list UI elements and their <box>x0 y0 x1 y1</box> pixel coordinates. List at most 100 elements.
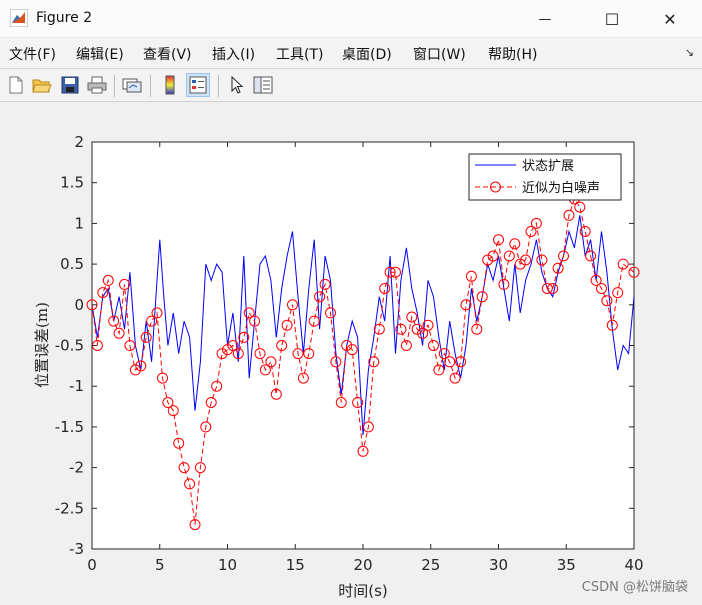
series-2-marker <box>362 421 374 433</box>
y-tick-label: -1.5 <box>55 418 84 436</box>
edit-plot-icon <box>231 76 244 94</box>
series-2-marker <box>460 299 472 311</box>
series-2-marker <box>341 340 353 351</box>
series-2-marker <box>303 348 315 360</box>
menu-desktop[interactable]: 桌面(D) <box>342 47 392 63</box>
insert-legend-icon <box>189 76 207 94</box>
series-2-marker <box>541 283 553 294</box>
y-tick-label: 1 <box>74 214 84 232</box>
window-title: Figure 2 <box>36 10 93 26</box>
menu-bar: 文件(F) 编辑(E) 查看(V) 插入(I) 工具(T) 桌面(D) 窗口(W… <box>0 38 702 68</box>
maximize-button[interactable]: ☐ <box>589 0 635 38</box>
y-tick-label: 0.5 <box>60 255 84 273</box>
link-plot-icon <box>122 78 142 93</box>
edit-plot-button[interactable] <box>225 73 249 97</box>
series-2-marker <box>422 319 434 331</box>
series-2-marker <box>292 348 304 360</box>
menu-insert[interactable]: 插入(I) <box>212 47 256 63</box>
series-2-marker <box>384 266 396 278</box>
series-2-marker <box>558 250 569 262</box>
series-2-marker <box>552 262 564 274</box>
print-button[interactable] <box>85 73 109 97</box>
insert-legend-button[interactable] <box>186 73 210 97</box>
x-tick-label: 25 <box>421 556 440 574</box>
series-2-marker <box>498 278 510 290</box>
axes-box <box>91 141 635 550</box>
menu-view[interactable]: 查看(V) <box>143 47 192 63</box>
link-plot-button[interactable] <box>120 73 144 97</box>
series-2-marker <box>108 315 120 327</box>
series-2-marker <box>314 291 326 303</box>
save-button[interactable] <box>58 73 82 97</box>
open-file-button[interactable] <box>30 73 54 97</box>
series-2-marker <box>346 344 358 356</box>
minimize-button[interactable]: — <box>522 0 568 38</box>
series-2-marker <box>503 250 515 262</box>
x-tick-label: 20 <box>353 556 372 574</box>
series-2-marker <box>308 315 320 327</box>
series-2-marker <box>465 270 477 282</box>
series-2-marker <box>476 291 488 303</box>
print-icon <box>87 76 107 94</box>
legend[interactable]: 状态扩展 近似为白噪声 <box>468 153 622 201</box>
menu-edit[interactable]: 编辑(E) <box>76 47 124 63</box>
series-2-marker <box>281 319 293 331</box>
menu-tools[interactable]: 工具(T) <box>276 47 324 63</box>
save-icon <box>61 76 79 94</box>
minimize-icon: — <box>538 11 552 27</box>
series-2-marker <box>444 356 456 368</box>
series-2-marker <box>601 295 613 307</box>
legend-label-series-2: 近似为白噪声 <box>522 180 600 196</box>
property-inspector-button[interactable] <box>251 73 275 97</box>
series-2-marker <box>211 380 223 392</box>
menu-help[interactable]: 帮助(H) <box>488 47 538 63</box>
series-2-marker <box>606 319 618 331</box>
y-tick-label: -3 <box>69 540 84 558</box>
series-2-marker <box>167 405 179 417</box>
figure-canvas: 0 5 10 15 20 25 30 35 40 -3 -2.5 -2 -1.5 -1 -0.5 0 0.5 1 1… <box>0 102 702 605</box>
series-2-marker <box>146 315 158 327</box>
series-2-marker <box>205 397 217 408</box>
series-2-marker <box>379 283 391 294</box>
menu-window[interactable]: 窗口(W) <box>413 47 466 63</box>
series-2-marker <box>590 274 602 286</box>
maximize-icon: ☐ <box>604 9 620 29</box>
series-2-marker <box>194 462 206 474</box>
series-2-marker <box>335 397 347 408</box>
close-icon: ✕ <box>663 9 677 29</box>
series-2-marker <box>178 462 190 474</box>
series-line-1 <box>91 215 635 436</box>
y-tick-label: 1.5 <box>60 174 84 192</box>
new-figure-button[interactable] <box>4 73 28 97</box>
series-2-marker <box>368 356 380 368</box>
series-2-marker <box>628 266 640 278</box>
series-2-marker <box>585 250 597 262</box>
x-axis-label: 时间(s) <box>338 582 388 600</box>
dock-arrow-icon[interactable]: ↘ <box>684 46 694 59</box>
property-inspector-icon <box>253 76 273 94</box>
series-2-marker <box>113 327 125 339</box>
series-2-marker <box>574 201 586 213</box>
x-tick-label: 40 <box>624 556 643 574</box>
series-2-marker <box>140 331 152 343</box>
series-2-marker <box>97 287 109 299</box>
series-2-marker <box>373 323 385 335</box>
series-2-marker <box>357 445 369 457</box>
series-2-marker <box>297 372 309 384</box>
series-2-marker <box>119 278 130 290</box>
y-tick-label: -0.5 <box>55 337 84 355</box>
series-2-marker <box>319 278 331 290</box>
x-tick-label: 5 <box>155 556 165 574</box>
watermark-text: CSDN @松饼脑袋 <box>581 580 688 595</box>
open-file-icon <box>32 79 52 93</box>
y-tick-label: 0 <box>74 296 84 314</box>
series-2-marker <box>406 311 418 323</box>
series-2-marker <box>232 348 244 360</box>
series-2-marker <box>579 226 591 237</box>
series-2-marker <box>200 421 212 433</box>
close-button[interactable]: ✕ <box>647 0 693 38</box>
insert-colorbar-button[interactable] <box>158 73 182 97</box>
series-2-marker <box>428 340 439 351</box>
series-2-marker <box>173 437 185 449</box>
menu-file[interactable]: 文件(F) <box>9 47 56 63</box>
